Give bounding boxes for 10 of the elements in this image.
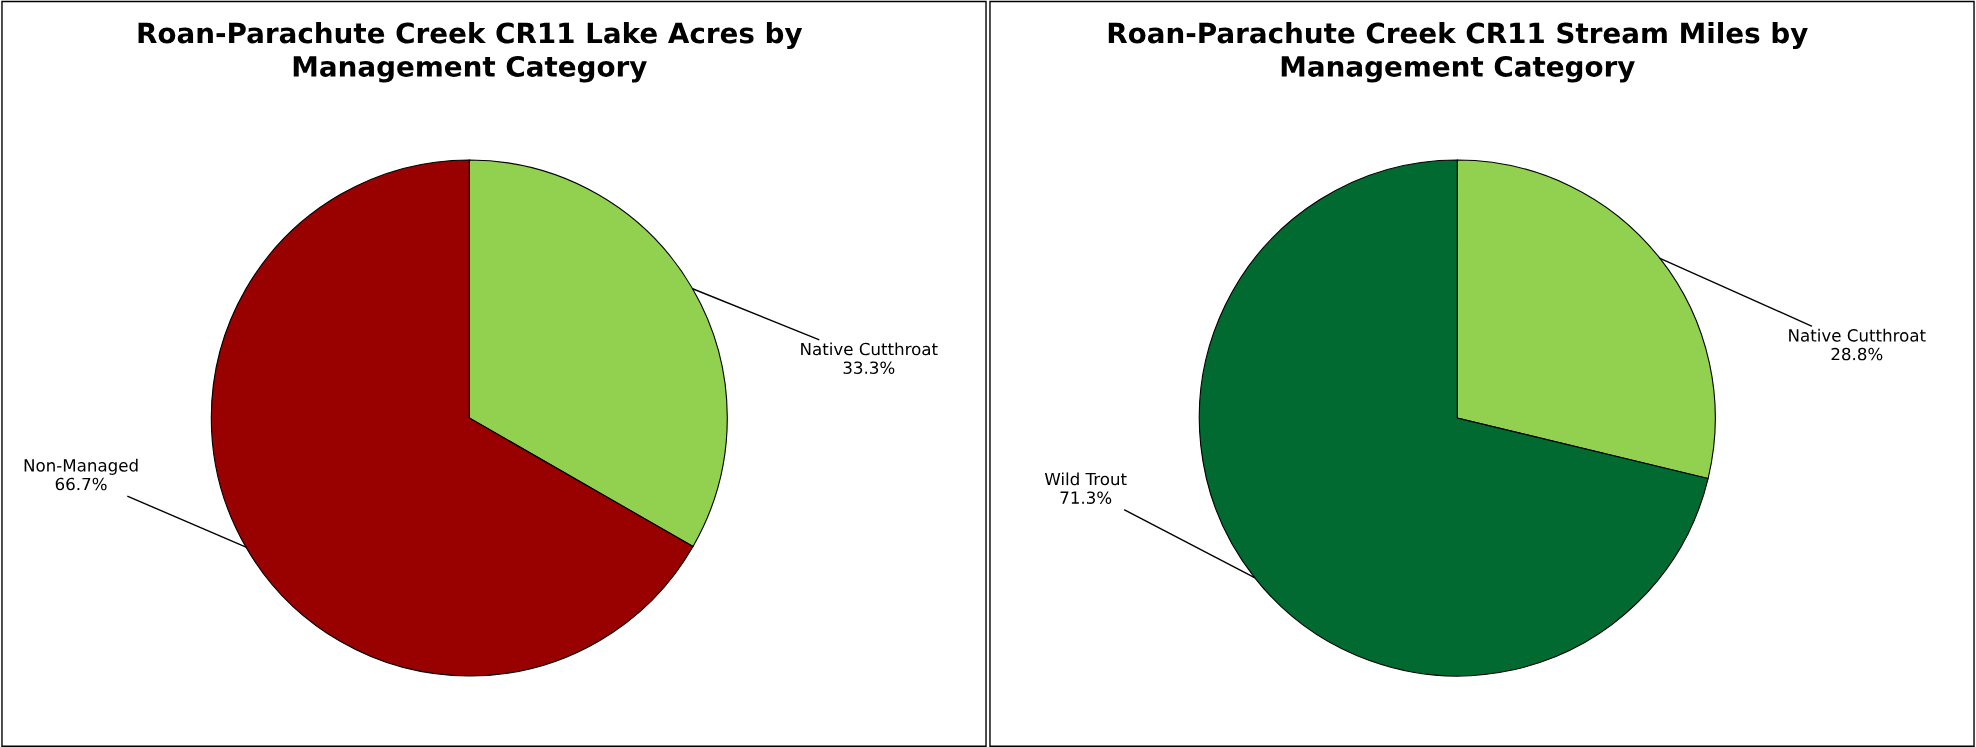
data-label: 71.3% xyxy=(1060,491,1112,504)
data-label: 66.7% xyxy=(55,477,107,491)
slice-label: Non-Managed xyxy=(24,458,138,475)
slice-label: Native Cutthroat xyxy=(1789,328,1926,342)
data-label: 33.3% xyxy=(843,361,895,375)
chart-title: Roan-Parachute Creek CR11 Stream Miles by Management Category xyxy=(1108,22,1808,83)
slice-label: Native Cutthroat xyxy=(801,342,938,356)
slice-label: Wild Trout xyxy=(1044,472,1127,486)
data-label: 28.8% xyxy=(1831,347,1883,361)
chart-title: Roan-Parachute Creek CR11 Lake Acres by Management Category xyxy=(138,22,803,83)
